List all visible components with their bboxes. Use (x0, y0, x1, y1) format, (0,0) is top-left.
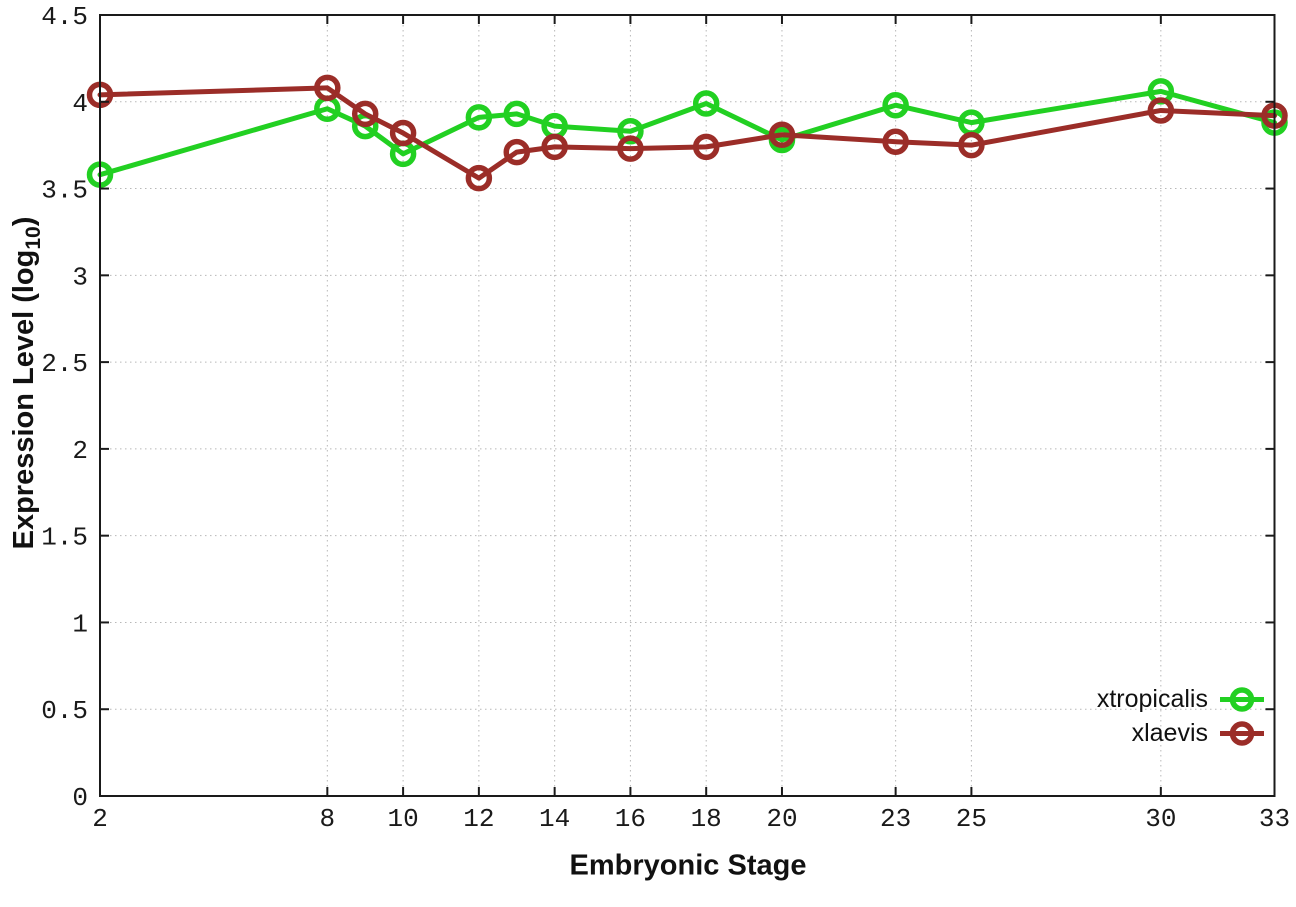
y-tick-label: 2 (72, 436, 88, 466)
legend-sample-marker (1229, 721, 1255, 746)
y-tick-label: 3 (72, 262, 88, 292)
series-xlaevis-data-point (465, 164, 493, 192)
legend-label-xlaevis: xlaevis (1131, 719, 1208, 747)
x-tick-label: 2 (92, 804, 108, 834)
x-tick-label: 8 (320, 804, 336, 834)
x-tick-label: 23 (880, 804, 911, 834)
x-tick-label: 30 (1145, 804, 1176, 834)
series-xlaevis-data-point (768, 121, 796, 149)
legend-item-xlaevis: xlaevis (1097, 719, 1266, 748)
series-xtropicalis-data-point (692, 90, 720, 117)
series-xlaevis-data-point (1147, 97, 1175, 124)
y-tick-label: 0.5 (41, 696, 88, 726)
legend-label-xtropicalis: xtropicalis (1096, 685, 1208, 713)
series-xlaevis-data-point (882, 128, 909, 155)
series-xlaevis-data-point (617, 135, 644, 162)
series-xlaevis-data-point (692, 133, 720, 161)
y-tick-label: 2.5 (41, 349, 88, 379)
series-xlaevis-data-point (541, 133, 568, 161)
y-tick-label: 1 (72, 609, 88, 639)
legend-sample-marker (1229, 687, 1255, 712)
series-xtropicalis-data-point (503, 100, 531, 128)
x-tick-label: 33 (1259, 804, 1290, 834)
xlaevis-line-sample-icon (1220, 721, 1264, 746)
x-axis-title: Embryonic Stage (569, 849, 807, 882)
x-tick-label: 16 (615, 804, 646, 834)
y-axis-title-text: Expression Level (log (8, 249, 40, 550)
series-xlaevis-data-point (389, 119, 417, 147)
x-tick-label: 25 (956, 804, 987, 834)
xtropicalis-line-sample-icon (1220, 687, 1264, 712)
y-tick-label: 1.5 (41, 523, 88, 553)
y-tick-label: 0 (72, 783, 88, 813)
series-xtropicalis-data-point (882, 91, 909, 119)
x-tick-label: 14 (539, 804, 570, 834)
x-tick-label: 12 (463, 804, 494, 834)
y-axis-title-subscript: 10 (22, 226, 45, 250)
series-xlaevis-data-point (314, 74, 341, 102)
legend: xtropicalis xlaevis (1097, 685, 1266, 748)
series-xlaevis-data-point (958, 131, 985, 159)
series-xtropicalis-data-point (465, 104, 493, 131)
x-tick-label: 20 (766, 804, 797, 834)
x-tick-label: 10 (387, 804, 418, 834)
plot-border (99, 14, 1276, 797)
series-xtropicalis-data-point (617, 118, 644, 145)
y-tick-label: 4.5 (41, 2, 88, 32)
y-tick-label: 4 (72, 89, 88, 119)
y-axis-title-close: ) (8, 216, 40, 227)
series-xlaevis-data-point (503, 138, 531, 166)
legend-item-xtropicalis: xtropicalis (1097, 685, 1266, 714)
y-axis-title: Expression Level (log10) (8, 217, 46, 550)
series-xtropicalis-line (97, 88, 1277, 178)
x-tick-label: 18 (691, 804, 722, 834)
series-xlaevis-data-point (351, 100, 379, 128)
y-tick-label: 3.5 (41, 176, 88, 206)
